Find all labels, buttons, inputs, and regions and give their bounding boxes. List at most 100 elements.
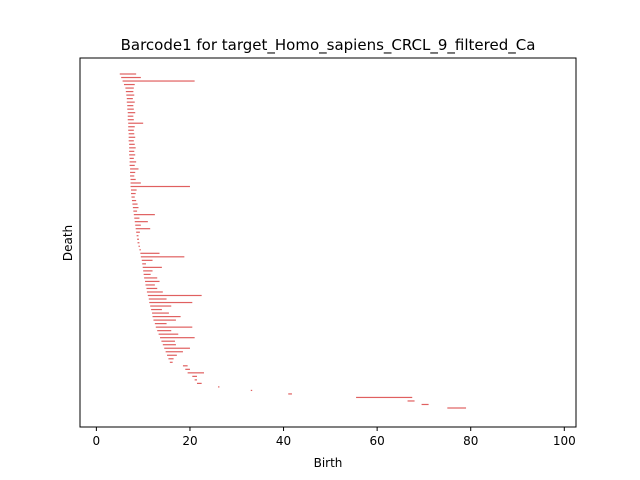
barcode-bar — [127, 105, 134, 107]
x-tick-label: 100 — [553, 434, 576, 448]
barcode-bar — [142, 263, 146, 265]
barcode-bar — [128, 129, 134, 131]
barcode-bar — [140, 252, 160, 254]
barcode-bar — [187, 372, 204, 374]
barcode-bar — [128, 136, 136, 138]
barcode-bar — [182, 365, 188, 367]
barcode-bar — [192, 375, 197, 377]
barcode-bar — [152, 312, 169, 314]
barcode-bar — [133, 210, 138, 212]
barcode-bar — [137, 242, 140, 244]
barcode-bar — [146, 291, 163, 293]
barcode-bar — [447, 407, 467, 409]
barcode-bar — [148, 298, 167, 300]
barcode-bar — [150, 305, 172, 307]
barcode-bar — [157, 330, 172, 332]
barcode-bar — [407, 400, 415, 402]
barcode-bar — [139, 249, 141, 251]
barcode-bar — [122, 80, 195, 82]
barcode-bar — [250, 389, 253, 392]
barcode-bar — [421, 403, 429, 406]
barcode-bar — [155, 326, 193, 328]
barcode-bar — [194, 379, 197, 381]
barcode-bar — [119, 73, 137, 75]
barcode-bar — [129, 143, 135, 145]
barcode-bar — [130, 185, 190, 188]
barcode-bar — [133, 214, 155, 216]
barcode-bar — [129, 161, 137, 163]
bars-group — [119, 73, 467, 409]
barcode-bar — [127, 115, 134, 117]
barcode-bar — [121, 76, 141, 79]
barcode-bar — [127, 119, 134, 121]
x-tick-label: 60 — [369, 434, 384, 448]
barcode-bar — [134, 217, 140, 219]
barcode-bar — [135, 228, 151, 230]
x-tick-label: 40 — [276, 434, 291, 448]
barcode-bar — [165, 351, 183, 353]
barcode-bar — [145, 284, 155, 286]
barcode-bar — [129, 147, 136, 149]
barcode-bar — [149, 301, 193, 304]
barcode-bar — [130, 178, 136, 181]
barcode-bar — [288, 393, 292, 395]
barcode-bar — [129, 154, 136, 156]
barcode-bar — [146, 287, 158, 290]
x-axis-ticks: 0 20 40 60 80 100 — [93, 427, 576, 448]
barcode-bar — [134, 221, 148, 223]
barcode-bar — [218, 386, 220, 388]
barcode-bar — [128, 133, 135, 135]
barcode-bar — [138, 245, 140, 247]
barcode-bar — [136, 231, 140, 233]
barcode-bar — [132, 203, 138, 205]
barcode-bar — [143, 273, 151, 275]
barcode-bar — [127, 108, 134, 110]
barcode-bar — [126, 98, 133, 100]
barcode-bar — [130, 171, 136, 174]
barcode-bar — [131, 199, 137, 202]
barcode-bar — [161, 340, 175, 342]
barcode-bar — [154, 323, 167, 325]
x-tick-label: 0 — [93, 434, 101, 448]
barcode-bar — [153, 319, 176, 321]
barcode-bar — [164, 347, 190, 349]
barcode-bar — [185, 368, 190, 370]
barcode-bar — [125, 90, 134, 93]
barcode-bar — [129, 164, 135, 167]
barcode-bar — [196, 382, 202, 384]
barcode-bar — [125, 87, 134, 89]
barcode-bar — [144, 277, 158, 279]
barcode-bar — [128, 126, 135, 128]
barcode-bar — [151, 308, 162, 311]
barcode-bar — [126, 94, 135, 96]
barcode-bar — [132, 207, 139, 209]
barcode-bar — [131, 189, 137, 191]
barcode-bar — [127, 112, 136, 114]
barcode-bar — [167, 354, 177, 356]
barcode-bar — [128, 122, 144, 124]
barcode-bar — [141, 259, 153, 261]
barcode-bar — [160, 337, 195, 339]
barcode-bar — [123, 83, 135, 86]
barcode-bar — [147, 294, 202, 297]
barcode-bar — [131, 192, 136, 195]
x-tick-label: 80 — [463, 434, 478, 448]
barcode-bar — [129, 150, 135, 152]
barcode-bar — [168, 358, 174, 360]
barcode-bar — [169, 361, 173, 363]
barcode-bar — [145, 280, 160, 283]
barcode-bar — [137, 238, 139, 240]
plot-frame — [79, 57, 577, 428]
barcode-bar — [128, 140, 134, 142]
y-axis-label: Death — [61, 225, 75, 261]
barcode-bar — [158, 333, 179, 335]
barcode-bar — [131, 196, 135, 198]
barcode-bar — [135, 224, 141, 226]
barcode-bar — [143, 270, 153, 272]
barcode-bar — [129, 157, 134, 159]
x-axis-label: Birth — [314, 456, 343, 470]
barcode-bar — [130, 168, 139, 170]
x-tick-label: 20 — [182, 434, 197, 448]
